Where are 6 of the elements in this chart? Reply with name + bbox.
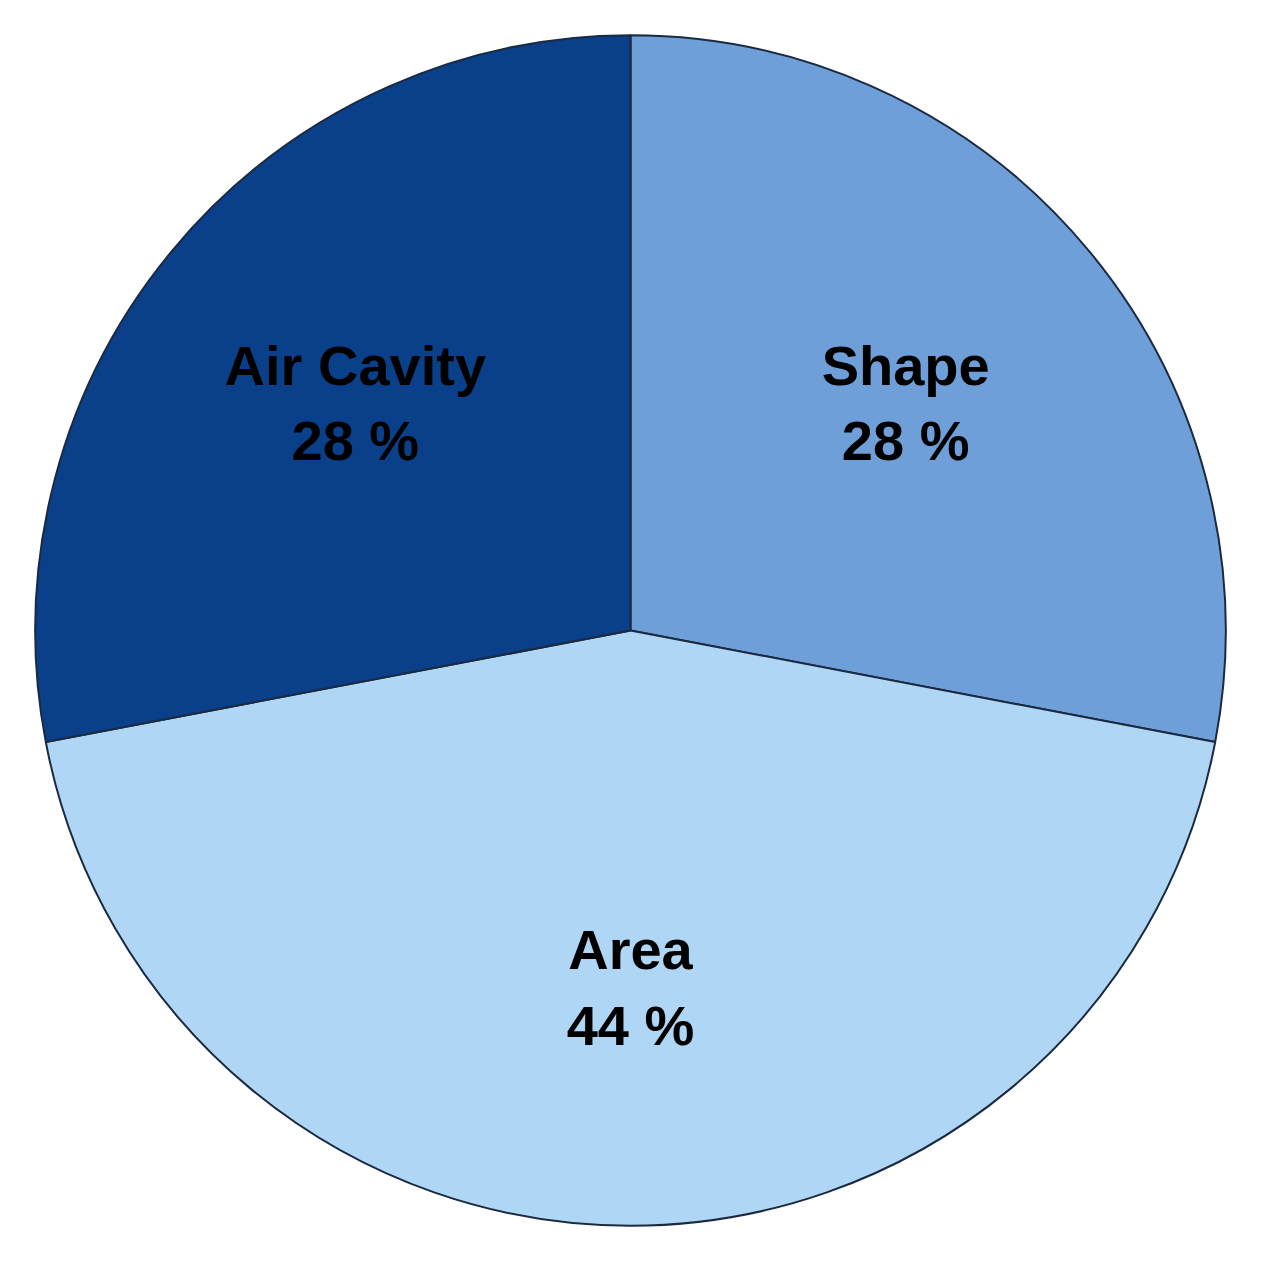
slice-label: Shape [821,333,990,397]
slice-label: Area [568,918,694,982]
slice-label: Air Cavity [224,333,487,397]
data-label: 28 % [291,409,420,473]
data-label: 28 % [841,409,970,473]
data-label: 44 % [566,993,695,1057]
